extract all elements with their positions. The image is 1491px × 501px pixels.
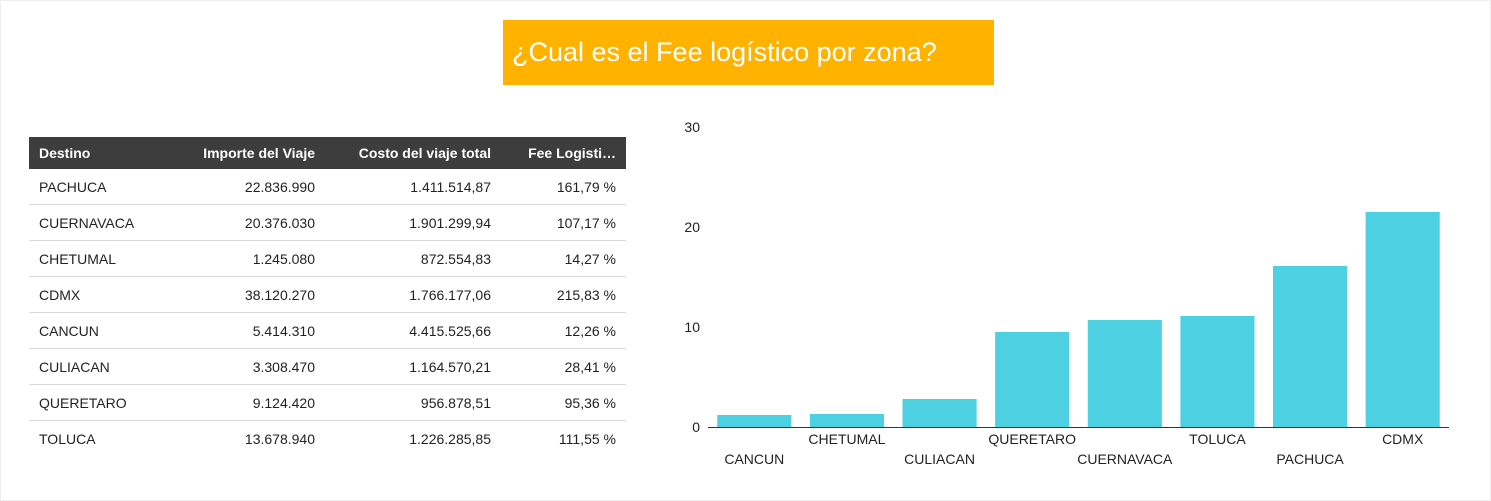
cell-costo: 4.415.525,66: [325, 312, 501, 349]
cell-destino: PACHUCA: [29, 169, 165, 205]
cell-importe: 3.308.470: [165, 348, 325, 385]
y-tick-label: 30: [684, 119, 700, 135]
bar-toluca: [1180, 316, 1255, 427]
cell-costo: 1.164.570,21: [325, 348, 501, 385]
x-tick-label: CUERNAVACA: [1077, 451, 1173, 467]
bar-cdmx: [1365, 212, 1440, 427]
bar-cuernavaca: [1087, 320, 1162, 427]
column-header-importe[interactable]: Importe del Viaje: [165, 137, 325, 169]
fee-table: Destino Importe del Viaje Costo del viaj…: [29, 137, 626, 456]
table-row: PACHUCA 22.836.990 1.411.514,87 161,79 %: [29, 169, 626, 205]
bar-cancun: [717, 415, 792, 427]
cell-destino: CULIACAN: [29, 348, 165, 385]
y-tick-label: 10: [684, 319, 700, 335]
cell-destino: CUERNAVACA: [29, 204, 165, 241]
cell-importe: 5.414.310: [165, 312, 325, 349]
column-header-costo[interactable]: Costo del viaje total: [325, 137, 501, 169]
cell-costo: 1.766.177,06: [325, 276, 501, 313]
column-header-destino[interactable]: Destino: [29, 137, 165, 169]
cell-costo: 1.901.299,94: [325, 204, 501, 241]
table-row: CDMX 38.120.270 1.766.177,06 215,83 %: [29, 276, 626, 313]
cell-fee: 14,27 %: [501, 240, 626, 277]
page-title: ¿Cual es el Fee logístico por zona?: [503, 20, 994, 85]
cell-costo: 956.878,51: [325, 384, 501, 421]
cell-fee: 12,26 %: [501, 312, 626, 349]
cell-costo: 1.226.285,85: [409, 430, 491, 447]
cell-importe: 9.124.420: [165, 384, 325, 421]
cell-importe: 22.836.990: [165, 169, 325, 205]
cell-costo: 872.554,83: [325, 240, 501, 277]
cell-fee: 215,83 %: [501, 276, 626, 313]
x-tick-label: PACHUCA: [1276, 451, 1344, 467]
cell-destino: CANCUN: [29, 312, 165, 349]
table-row: CULIACAN 3.308.470 1.164.570,21 28,41 %: [29, 348, 626, 385]
y-tick-label: 20: [684, 219, 700, 235]
cell-importe: 1.245.080: [165, 240, 325, 277]
column-header-fee[interactable]: Fee Logisti…: [501, 137, 626, 169]
x-tick-label: CANCUN: [724, 451, 784, 467]
bar-queretaro: [995, 332, 1070, 427]
table-row: TOLUCA 13.678.940 1.226.285,85 111,55 %: [29, 421, 626, 457]
cell-fee: 28,41 %: [501, 348, 626, 385]
table-row: CHETUMAL 1.245.080 872.554,83 14,27 %: [29, 240, 626, 277]
cell-destino: CHETUMAL: [29, 240, 165, 277]
table-header-row: Destino Importe del Viaje Costo del viaj…: [29, 137, 626, 169]
x-tick-label: CULIACAN: [904, 451, 975, 467]
table-row: QUERETARO 9.124.420 956.878,51 95,36 %: [29, 384, 626, 421]
x-tick-label: QUERETARO: [988, 431, 1076, 447]
cell-destino: QUERETARO: [29, 384, 165, 421]
table-row: CUERNAVACA 20.376.030 1.901.299,94 107,1…: [29, 204, 626, 241]
cell-costo: 1.411.514,87: [325, 169, 501, 205]
cell-destino: TOLUCA: [39, 430, 96, 447]
bar-culiacan: [902, 399, 977, 427]
x-tick-label: TOLUCA: [1189, 431, 1246, 447]
fee-bar-chart: 0 10 20 30 CANCUN CHETUMAL CULIACAN QUERETAROCU…: [684, 119, 1449, 467]
y-tick-label: 0: [692, 419, 700, 435]
cell-fee: 107,17 %: [501, 204, 626, 241]
table-row: CANCUN 5.414.310 4.415.525,66 12,26 %: [29, 312, 626, 349]
cell-importe: 13.678.940: [244, 430, 315, 447]
cell-importe: 38.120.270: [165, 276, 325, 313]
cell-destino: CDMX: [29, 276, 165, 313]
bar-pachuca: [1273, 266, 1348, 427]
cell-fee: 111,55 %: [558, 430, 616, 447]
x-tick-label: CHETUMAL: [808, 431, 885, 447]
cell-fee: 161,79 %: [501, 169, 626, 205]
cell-importe: 20.376.030: [165, 204, 325, 241]
cell-fee: 95,36 %: [501, 384, 626, 421]
x-tick-label: CDMX: [1382, 431, 1424, 447]
bar-chetumal: [809, 414, 884, 427]
